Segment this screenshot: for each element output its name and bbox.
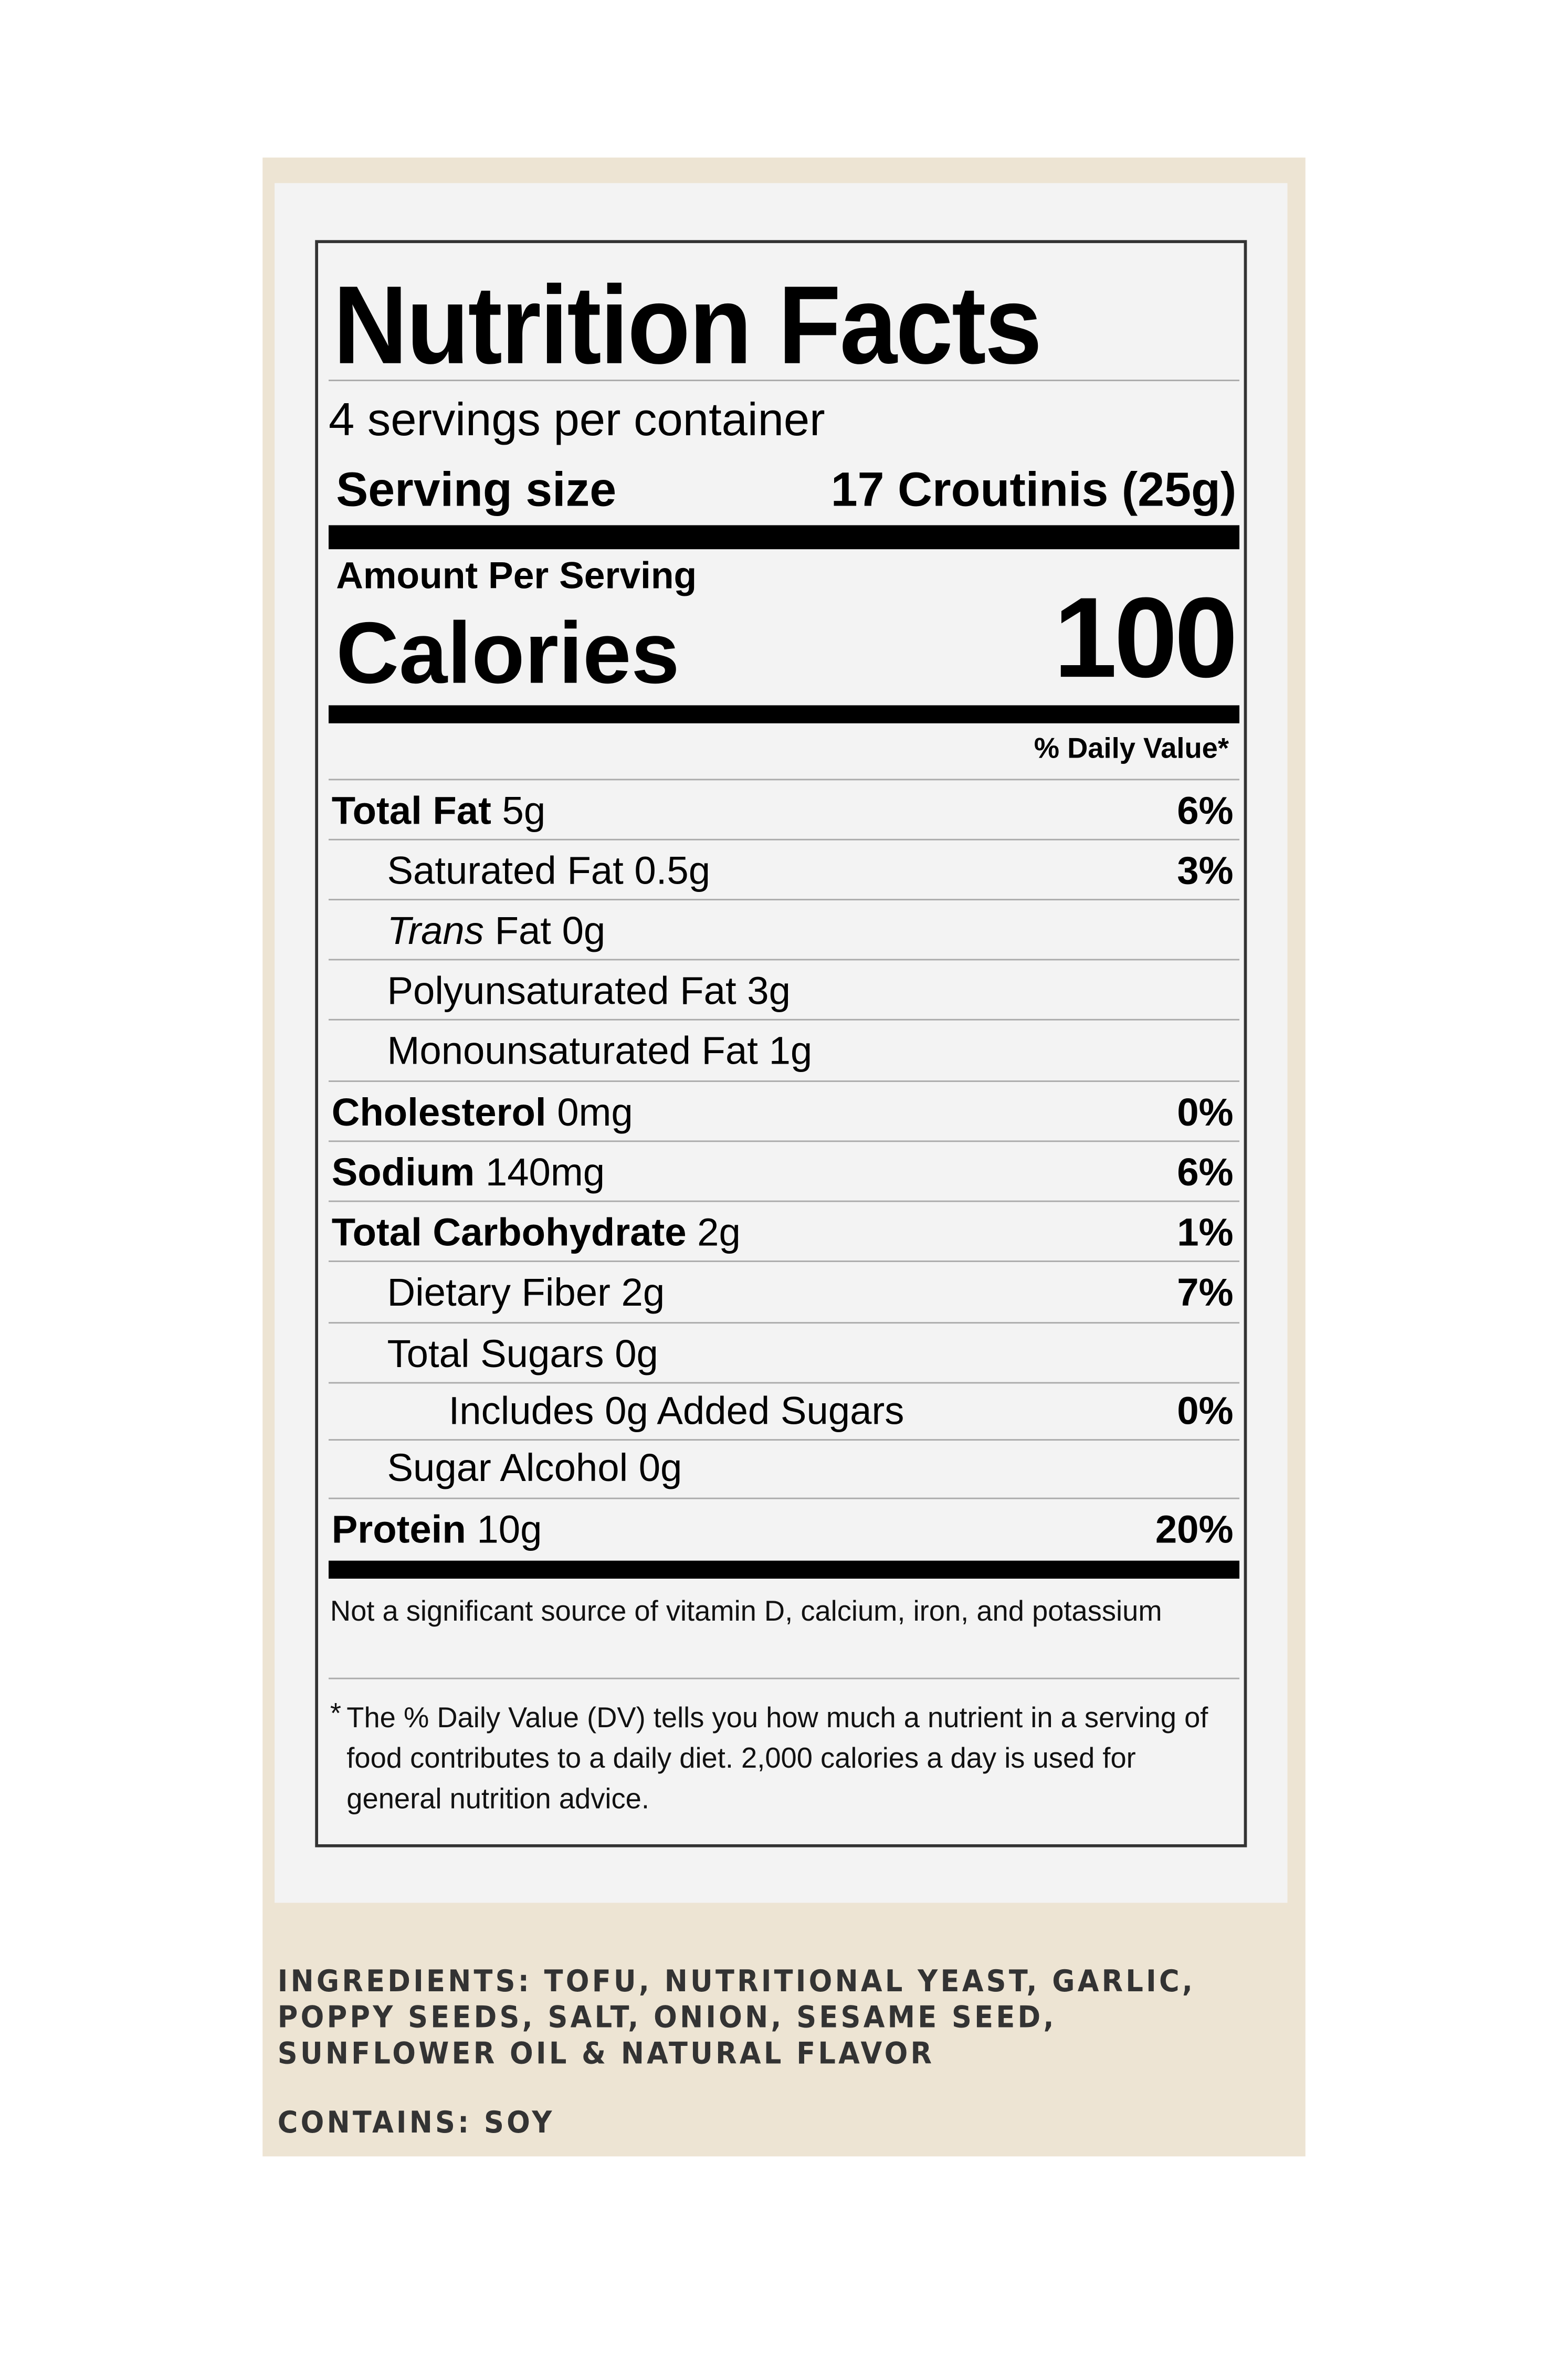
nutrient-name: Trans <box>387 908 484 953</box>
daily-value: 20% <box>1155 1506 1234 1552</box>
footnote-star: * <box>330 1698 342 1730</box>
nutrient-amount: 140mg <box>475 1149 605 1195</box>
nutrient-name: Sodium <box>331 1149 475 1195</box>
nutrient-row-total-sugars: Total Sugars 0g <box>328 1322 1240 1383</box>
nutrient-amount: 5g <box>491 787 546 833</box>
nutrient-name: Cholesterol <box>331 1089 546 1135</box>
nutrient-row-polyunsaturated-fat: Polyunsaturated Fat 3g <box>328 959 1240 1021</box>
thick-divider <box>328 525 1240 550</box>
daily-value: 1% <box>1177 1209 1234 1255</box>
daily-value: 6% <box>1177 787 1234 833</box>
nutrient-amount: 0mg <box>546 1089 633 1135</box>
nutrient-row-sodium: Sodium 140mg 6% <box>328 1140 1240 1202</box>
nutrient-row-added-sugars: Includes 0g Added Sugars 0% <box>328 1382 1240 1441</box>
nutrient-name: Total Fat <box>331 787 491 833</box>
nutrient-name: Protein <box>331 1506 466 1552</box>
nutrient-amount: Fat 0g <box>483 908 606 953</box>
nutrition-facts-label: Nutrition Facts 4 servings per container… <box>315 240 1247 1847</box>
nutrient-name: Dietary Fiber 2g <box>387 1269 665 1315</box>
label-title: Nutrition Facts <box>333 262 1043 387</box>
nutrient-row-total-carbohydrate: Total Carbohydrate 2g 1% <box>328 1200 1240 1262</box>
serving-size-label: Serving size <box>336 462 617 517</box>
nutrient-row-monounsaturated-fat: Monounsaturated Fat 1g <box>328 1018 1240 1080</box>
nutrient-name: Total Sugars 0g <box>387 1331 658 1377</box>
nutrient-row-total-fat: Total Fat 5g 6% <box>328 779 1240 841</box>
nutrient-amount: 2g <box>686 1209 741 1255</box>
nutrient-row-sugar-alcohol: Sugar Alcohol 0g <box>328 1439 1240 1499</box>
medium-divider <box>328 705 1240 723</box>
daily-value-footnote: The % Daily Value (DV) tells you how muc… <box>346 1703 1208 1816</box>
divider <box>328 380 1240 382</box>
servings-per-container: 4 servings per container <box>328 393 825 446</box>
nutrient-row-saturated-fat: Saturated Fat 0.5g 3% <box>328 838 1240 900</box>
nutrient-name: Saturated Fat 0.5g <box>387 847 711 893</box>
amount-per-serving: Amount Per Serving <box>336 555 697 597</box>
medium-divider <box>328 1560 1240 1579</box>
serving-size-value: 17 Croutinis (25g) <box>830 462 1237 517</box>
allergen-statement: CONTAINS: SOY <box>277 2104 555 2140</box>
label-panel <box>275 183 1288 1903</box>
divider <box>328 1677 1240 1679</box>
nutrient-row-dietary-fiber: Dietary Fiber 2g 7% <box>328 1260 1240 1322</box>
nutrient-name: Polyunsaturated Fat 3g <box>387 968 791 1013</box>
calories-label: Calories <box>336 604 680 702</box>
ingredients-line-3: SUNFLOWER OIL & NATURAL FLAVOR <box>277 2034 935 2071</box>
nutrient-row-trans-fat: Trans Fat 0g <box>328 899 1240 960</box>
nutrient-name: Total Carbohydrate <box>331 1209 687 1255</box>
daily-value: 0% <box>1177 1388 1234 1433</box>
daily-value: 6% <box>1177 1149 1234 1195</box>
nutrient-row-protein: Protein 10g 20% <box>328 1497 1240 1559</box>
daily-value: 3% <box>1177 847 1234 893</box>
ingredients-line-2: POPPY SEEDS, SALT, ONION, SESAME SEED, <box>277 1999 1057 2035</box>
nutrient-amount: 10g <box>466 1506 542 1552</box>
daily-value: 7% <box>1177 1269 1234 1315</box>
vitamin-footnote: Not a significant source of vitamin D, c… <box>330 1596 1162 1629</box>
daily-value-header: % Daily Value* <box>1034 733 1229 765</box>
ingredients-line-1: INGREDIENTS: TOFU, NUTRITIONAL YEAST, GA… <box>277 1962 1196 1999</box>
calories-value: 100 <box>1054 574 1238 702</box>
nutrient-row-cholesterol: Cholesterol 0mg 0% <box>328 1080 1240 1142</box>
nutrient-name: Sugar Alcohol 0g <box>387 1445 682 1490</box>
daily-value: 0% <box>1177 1089 1234 1135</box>
nutrient-name: Monounsaturated Fat 1g <box>387 1028 813 1073</box>
nutrient-name: Includes 0g Added Sugars <box>448 1388 904 1433</box>
